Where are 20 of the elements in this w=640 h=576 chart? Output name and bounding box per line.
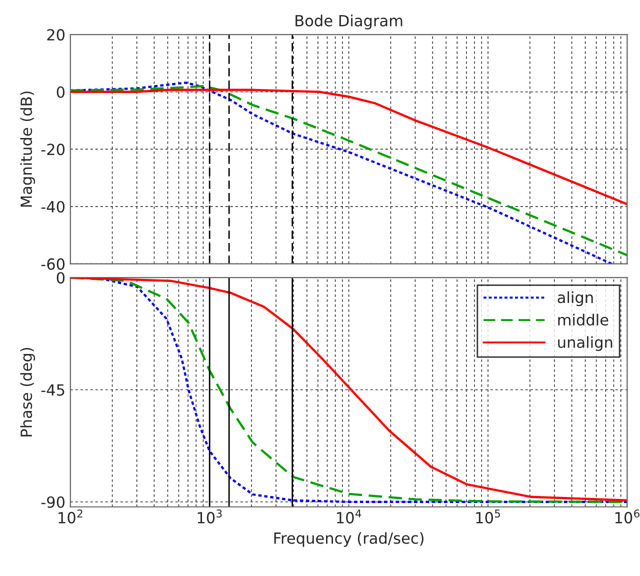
y-axis-title: Phase (deg) <box>20 348 36 436</box>
y-tick-label: 20 <box>47 29 65 41</box>
legend-label: align <box>558 291 593 306</box>
x-tick-label: 10$^{2}$ <box>58 509 82 524</box>
legend-label: unalign <box>558 336 612 351</box>
y-tick-label: -40 <box>41 200 65 213</box>
y-tick-label: 0 <box>56 86 65 98</box>
x-tick-label: 10$^{4}$ <box>337 510 362 524</box>
x-tick-label: 10$^{6}$ <box>615 509 640 524</box>
x-axis-title: Frequency (rad/sec) <box>274 532 424 547</box>
y-tick-label: 0 <box>56 272 65 284</box>
y-axis-title: Magnitude (dB) <box>20 92 36 207</box>
legend-label: middle <box>558 314 608 326</box>
x-tick-label: 10$^{5}$ <box>476 510 500 524</box>
chart-title: Bode Diagram <box>296 14 402 30</box>
y-tick-label: -20 <box>41 144 65 156</box>
x-tick-label: 10$^{3}$ <box>198 509 222 524</box>
y-tick-label: -90 <box>41 496 65 508</box>
y-tick-label: -45 <box>41 384 64 396</box>
y-tick-label: -60 <box>41 258 65 270</box>
